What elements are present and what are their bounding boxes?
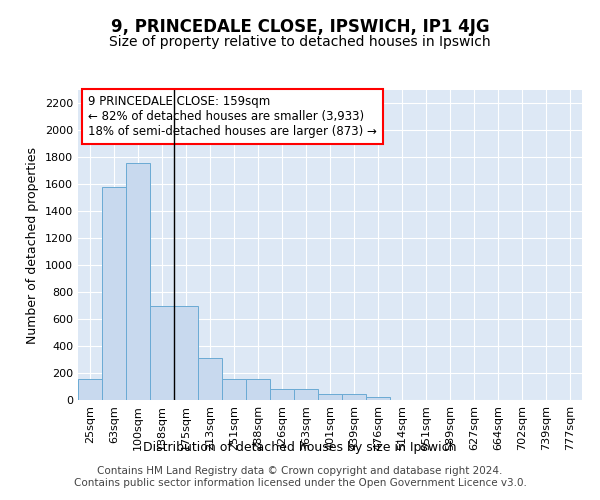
Bar <box>342 394 366 400</box>
Bar <box>174 306 198 400</box>
Bar <box>126 163 150 400</box>
Bar <box>102 187 126 400</box>
Bar <box>222 379 246 400</box>
Bar <box>150 306 174 400</box>
Bar <box>198 358 222 400</box>
Text: 9, PRINCEDALE CLOSE, IPSWICH, IP1 4JG: 9, PRINCEDALE CLOSE, IPSWICH, IP1 4JG <box>110 18 490 36</box>
Bar <box>78 379 102 400</box>
Text: Size of property relative to detached houses in Ipswich: Size of property relative to detached ho… <box>109 35 491 49</box>
Bar <box>246 379 270 400</box>
Y-axis label: Number of detached properties: Number of detached properties <box>26 146 40 344</box>
Bar <box>294 388 318 400</box>
Bar <box>366 398 390 400</box>
Text: 9 PRINCEDALE CLOSE: 159sqm
← 82% of detached houses are smaller (3,933)
18% of s: 9 PRINCEDALE CLOSE: 159sqm ← 82% of deta… <box>88 94 377 138</box>
Text: Contains HM Land Registry data © Crown copyright and database right 2024.
Contai: Contains HM Land Registry data © Crown c… <box>74 466 526 487</box>
Bar <box>270 388 294 400</box>
Text: Distribution of detached houses by size in Ipswich: Distribution of detached houses by size … <box>143 441 457 454</box>
Bar <box>318 394 342 400</box>
